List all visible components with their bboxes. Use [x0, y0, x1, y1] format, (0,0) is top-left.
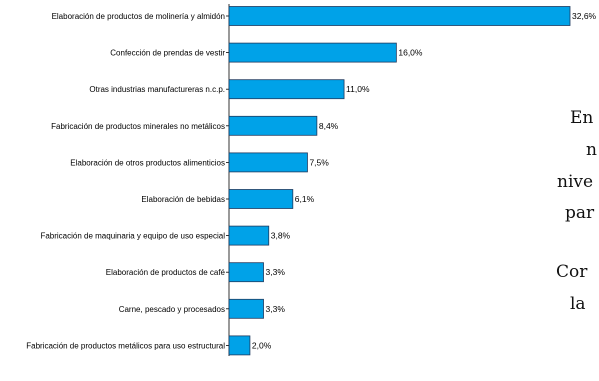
value-label: 6,1% — [295, 194, 315, 204]
category-label: Fabricación de maquinaria y equipo de us… — [40, 232, 225, 241]
category-label: Fabricación de productos minerales no me… — [51, 122, 225, 131]
side-text-line-5: Cor — [556, 262, 588, 282]
category-label: Elaboración de bebidas — [141, 195, 225, 204]
bar — [228, 79, 345, 100]
category-label: Elaboración de productos de café — [106, 268, 226, 277]
side-text-line-1: En — [570, 108, 594, 128]
side-text-line-4: par — [565, 203, 595, 223]
bar — [228, 115, 318, 136]
bar — [228, 225, 270, 246]
side-text-line-6: la — [570, 294, 586, 314]
side-text-line-2: n — [586, 140, 597, 160]
value-label: 3,3% — [266, 304, 286, 314]
value-label: 16,0% — [398, 48, 423, 58]
bar — [228, 335, 251, 356]
side-text-line-3: nive — [557, 172, 594, 192]
category-label: Fabricación de productos metálicos para … — [26, 341, 225, 350]
value-label: 2,0% — [252, 340, 272, 350]
bar — [228, 262, 264, 283]
bar — [228, 6, 571, 26]
value-label: 3,3% — [266, 267, 286, 277]
value-label: 11,0% — [346, 84, 370, 94]
value-label: 8,4% — [319, 121, 339, 131]
value-label: 7,5% — [309, 157, 329, 167]
category-label: Elaboración de otros productos alimentic… — [70, 158, 225, 167]
bar — [228, 42, 397, 63]
bar — [228, 189, 294, 209]
category-label: Elaboración de productos de molinería y … — [52, 12, 225, 21]
value-label: 32,6% — [572, 11, 597, 21]
value-label: 3,8% — [271, 231, 291, 241]
bar — [228, 152, 308, 173]
category-label: Otras industrias manufactureras n.c.p. — [89, 85, 225, 94]
category-label: Carne, pescado y procesados — [119, 305, 225, 314]
bar — [228, 298, 264, 319]
category-label: Confección de prendas de vestir — [110, 49, 225, 58]
